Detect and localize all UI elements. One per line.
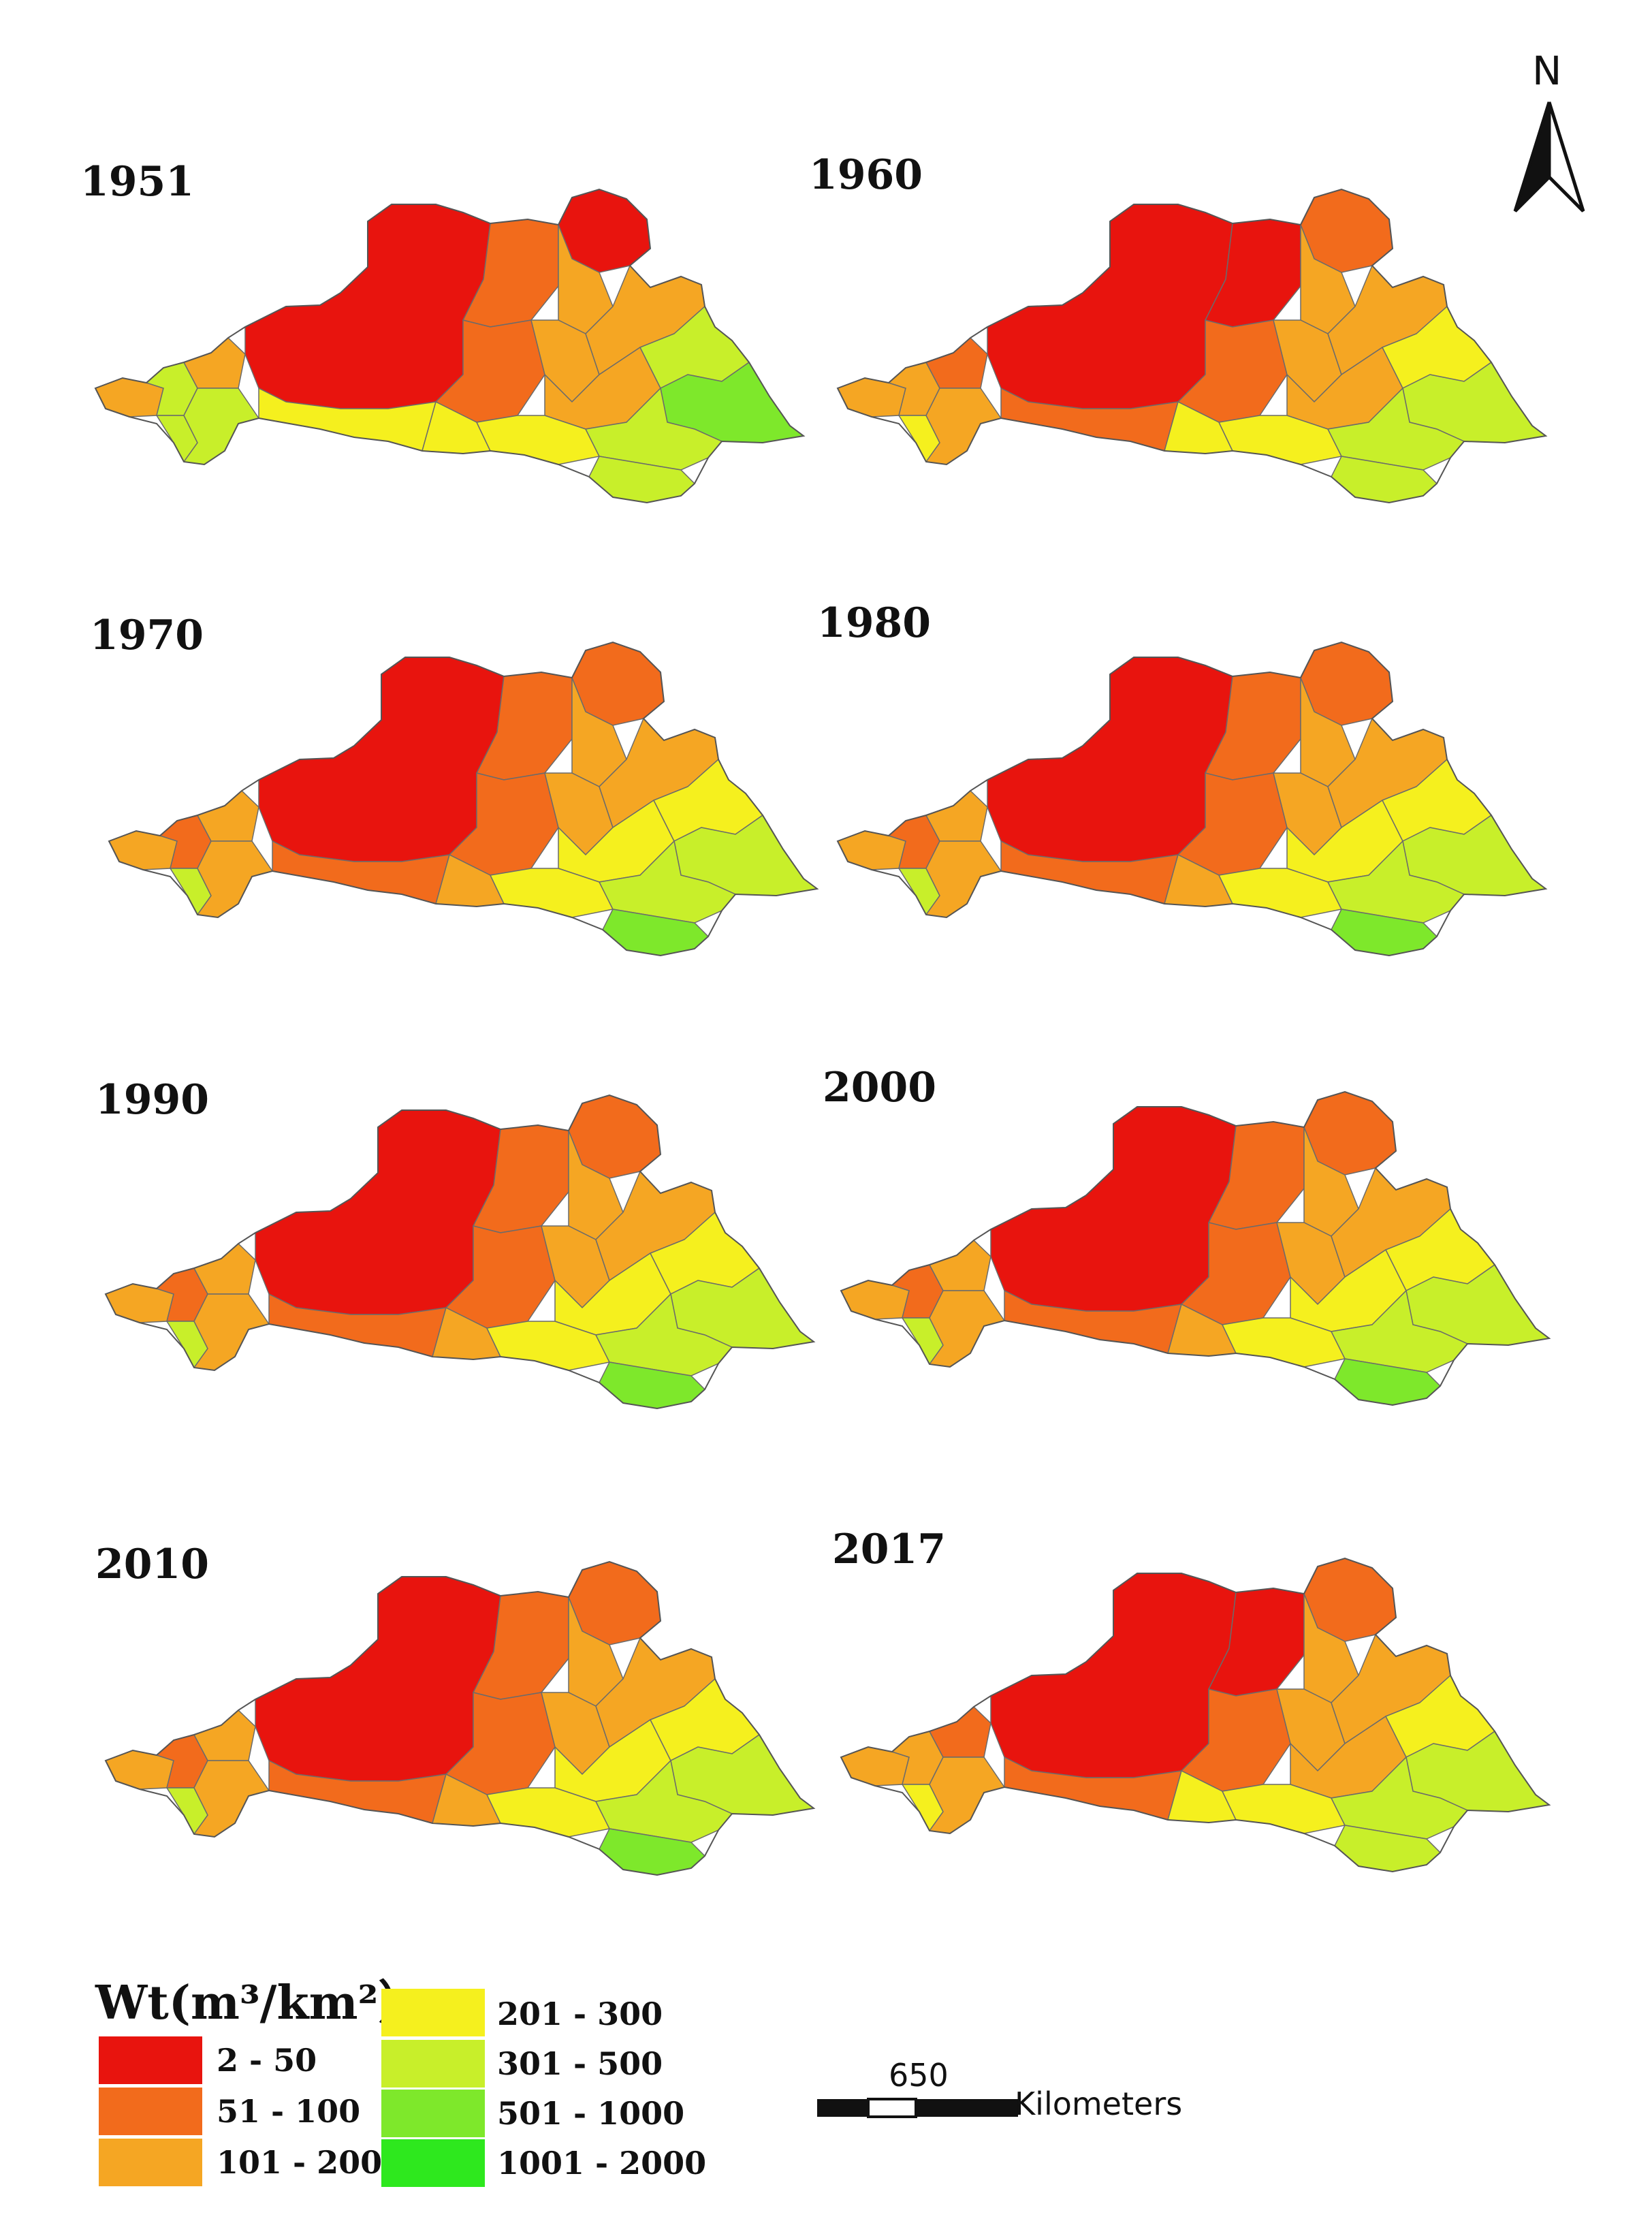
map-region — [925, 336, 988, 389]
map-panel-2000 — [827, 1086, 1563, 1468]
choropleth-map-2017 — [840, 1557, 1551, 1873]
basin-outline — [836, 188, 1548, 504]
year-label-1951: 1951 — [80, 158, 194, 206]
legend-label-101-200: 101 - 200 — [217, 2144, 383, 2181]
map-panel-2010 — [92, 1556, 827, 1938]
choropleth-map-1980 — [836, 641, 1548, 957]
scale-bar — [817, 2098, 1018, 2118]
year-label-1960: 1960 — [809, 151, 923, 199]
map-panel-1970 — [95, 637, 831, 1018]
legend-label-301-500: 301 - 500 — [497, 2045, 663, 2082]
map-panel-1990 — [92, 1090, 827, 1471]
year-label-2010: 2010 — [95, 1541, 209, 1588]
map-panel-2017 — [827, 1553, 1563, 1934]
legend-swatch-301-500 — [381, 2040, 485, 2088]
legend-label-501-1000: 501 - 1000 — [497, 2095, 685, 2132]
legend-label-2-50: 2 - 50 — [217, 2042, 317, 2079]
year-label-1970: 1970 — [90, 612, 204, 659]
legend-swatch-2-50 — [99, 2036, 202, 2084]
legend-label-51-100: 51 - 100 — [217, 2093, 361, 2130]
choropleth-map-1960 — [836, 188, 1548, 504]
map-panel-1951 — [82, 184, 817, 565]
map-region — [196, 789, 259, 842]
choropleth-map-1970 — [108, 641, 819, 957]
scale-unit: Kilometers — [1015, 2085, 1183, 2122]
year-label-1980: 1980 — [817, 599, 931, 647]
basin-outline — [840, 1557, 1551, 1873]
north-arrow-icon — [1513, 101, 1585, 212]
choropleth-map-1990 — [104, 1094, 816, 1410]
legend-swatch-101-200 — [99, 2139, 202, 2186]
legend-title: Wt(m³/km²） — [95, 1976, 425, 2030]
north-label: N — [1532, 48, 1562, 94]
basin-outline — [104, 1560, 816, 1876]
map-region — [928, 1239, 991, 1291]
legend-label-201-300: 201 - 300 — [497, 1996, 663, 2032]
basin-outline — [104, 1094, 816, 1410]
legend-swatch-1001-2000 — [381, 2139, 485, 2187]
map-panel-1960 — [824, 184, 1559, 565]
basin-outline — [108, 641, 819, 957]
choropleth-map-1951 — [94, 188, 806, 504]
scale-value: 650 — [889, 2057, 949, 2094]
choropleth-map-2010 — [104, 1560, 816, 1876]
map-region — [925, 789, 988, 842]
basin-outline — [836, 641, 1548, 957]
year-label-2017: 2017 — [832, 1526, 946, 1573]
map-region — [182, 336, 246, 389]
legend-label-1001-2000: 1001 - 2000 — [497, 2145, 707, 2181]
basin-outline — [94, 188, 806, 504]
basin-outline — [840, 1090, 1551, 1406]
year-label-2000: 2000 — [823, 1064, 936, 1112]
map-region — [193, 1242, 256, 1295]
choropleth-map-2000 — [840, 1090, 1551, 1406]
map-region — [928, 1705, 991, 1758]
year-label-1990: 1990 — [95, 1076, 209, 1124]
legend-swatch-201-300 — [381, 1989, 485, 2036]
legend-swatch-501-1000 — [381, 2090, 485, 2137]
map-panel-1980 — [824, 637, 1559, 1018]
map-region — [193, 1709, 256, 1761]
legend-swatch-51-100 — [99, 2088, 202, 2135]
